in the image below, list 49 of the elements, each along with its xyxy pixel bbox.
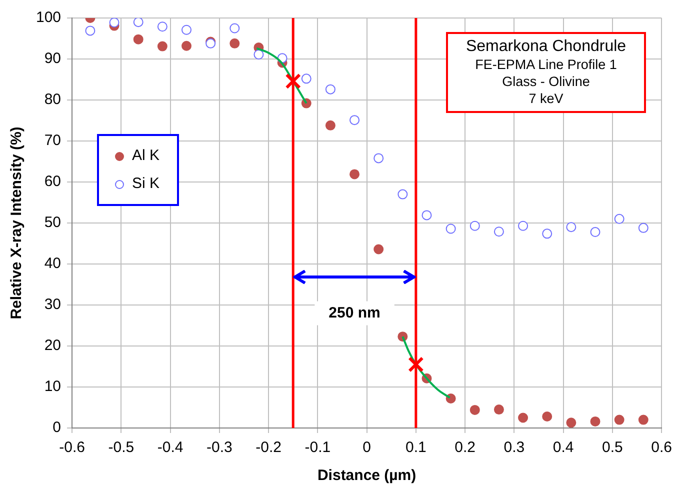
x-tick-label: 0 [362, 439, 371, 456]
x-tick-label: -0.4 [157, 439, 184, 456]
x-tick-label: -0.1 [304, 439, 331, 456]
y-tick-label: 30 [44, 296, 62, 314]
x-tick-label: -0.2 [256, 439, 282, 456]
y-tick-label: 40 [44, 255, 62, 272]
y-tick-label: 50 [44, 214, 62, 232]
point [494, 404, 504, 415]
x-tick-label: 0.1 [406, 439, 426, 456]
x-tick-label: -0.5 [108, 439, 134, 456]
point [590, 416, 600, 426]
legend-label: Al K [132, 146, 160, 166]
x-axis-title: Distance (µm) [317, 467, 416, 484]
x-tick-label: 0.4 [552, 439, 574, 456]
point [374, 244, 384, 254]
point [638, 414, 648, 425]
x-tick-label: 0.2 [454, 439, 476, 456]
point [566, 418, 576, 428]
point [230, 38, 240, 48]
y-tick-label: 10 [44, 378, 62, 396]
annotation: 250 nm [328, 304, 380, 322]
y-axis-title: Relative X-ray Intensity (%) [8, 126, 26, 320]
y-tick-label: 90 [44, 50, 62, 68]
legend-label: Si K [132, 174, 160, 194]
point [109, 18, 120, 28]
point [350, 169, 360, 180]
x-tick-label: 0.6 [651, 439, 672, 456]
y-tick-label: 70 [44, 132, 62, 150]
point [470, 404, 480, 415]
point [542, 412, 552, 422]
point [614, 414, 624, 425]
y-tick-label: 100 [36, 9, 62, 26]
x-tick-label: -0.3 [206, 439, 232, 456]
y-tick-label: 60 [44, 173, 62, 190]
point [325, 120, 336, 130]
y-tick-label: 20 [44, 337, 62, 354]
text: Semarkona Chondrule [464, 38, 628, 56]
y-tick-label: 0 [52, 419, 62, 436]
text: FE-EPMA Line Profile 1 Glass - Olivine 7 keV [474, 56, 618, 107]
point [285, 73, 301, 90]
x-tick-label: -0.6 [59, 439, 85, 456]
point [133, 34, 144, 44]
x-tick-label: 0.5 [602, 439, 623, 456]
point [157, 41, 168, 52]
point [408, 356, 424, 372]
point [518, 412, 528, 423]
x-tick-label: 0.3 [504, 439, 525, 456]
point [182, 40, 192, 51]
y-tick-label: 80 [44, 91, 62, 108]
